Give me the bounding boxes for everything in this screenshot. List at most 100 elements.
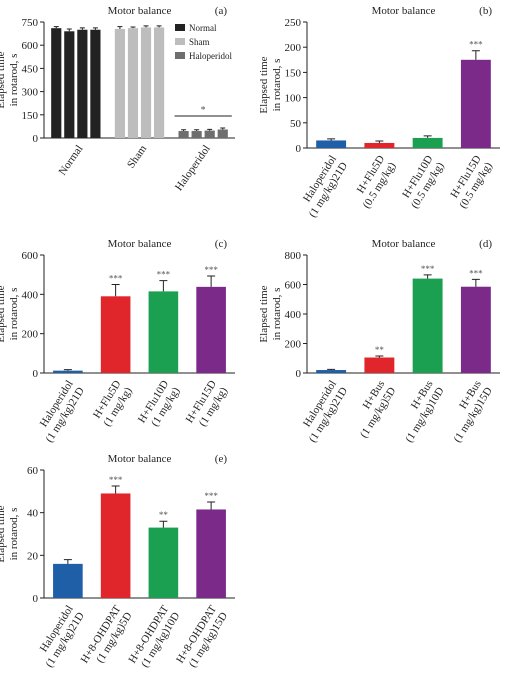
bar (460, 286, 491, 373)
x-tick-label: Sham (125, 143, 149, 171)
y-axis-label-line: in rotarod, s (271, 59, 283, 112)
y-tick-label: 600 (22, 40, 39, 52)
y-axis-label-line: in rotarod, s (8, 288, 20, 341)
y-axis-label-line: in rotarod, s (271, 288, 283, 341)
x-tick-label: H+Flu10D(0.5 mg/kg) (398, 153, 447, 211)
y-axis-label-line: Elapsed time (258, 56, 270, 113)
y-tick-label: 0 (33, 133, 39, 145)
significance-label: * (201, 105, 206, 116)
error-bar (181, 129, 187, 132)
y-axis-label-line: Elapsed time (0, 51, 7, 108)
bar (217, 129, 228, 138)
bar (148, 291, 179, 373)
significance-label: *** (469, 40, 483, 50)
x-tick-label: Haloperidol(1 mg/kg)21D (32, 378, 86, 444)
error-bar (143, 25, 149, 28)
bar (77, 29, 88, 138)
bar (53, 563, 83, 598)
chart-title: Motor balance (372, 238, 436, 250)
y-tick-label: 0 (296, 143, 302, 155)
bar (51, 28, 62, 138)
y-axis-label: Elapsed timein rotarod, s (0, 285, 20, 342)
bar (140, 27, 152, 139)
error-bar (423, 274, 432, 279)
significance-label: *** (109, 475, 123, 485)
chart-title: Motor balance (372, 5, 436, 17)
bar (412, 278, 443, 373)
significance-label: ** (159, 510, 169, 520)
legend-label: Haloperidol (189, 51, 232, 61)
error-bar (207, 501, 216, 510)
significance-label: *** (109, 274, 123, 284)
y-tick-label: 0 (33, 368, 39, 380)
bar (196, 509, 226, 598)
error-bar (53, 26, 59, 29)
y-tick-label: 50 (290, 118, 302, 130)
bar (64, 31, 75, 139)
bar (196, 286, 226, 373)
error-bar (66, 28, 72, 32)
y-tick-label: 150 (285, 67, 302, 79)
chart-title: Motor balance (108, 453, 172, 465)
y-tick-label: 0 (296, 368, 302, 380)
bar (364, 142, 395, 148)
x-tick-label: H+Flu15D(1 mg/kg) (184, 378, 231, 432)
error-bar (194, 129, 200, 132)
y-tick-label: 250 (285, 17, 302, 29)
error-bar (111, 284, 120, 297)
bar (364, 357, 395, 373)
error-bar (130, 26, 136, 29)
error-bar (92, 27, 98, 30)
error-bar (79, 27, 85, 30)
legend-swatch (175, 24, 185, 31)
chart-title: Motor balance (108, 5, 172, 17)
y-tick-label: 200 (285, 42, 302, 54)
x-tick-label: Haloperidol(1 mg/kg)21D (296, 378, 350, 444)
panel-label: (a) (215, 5, 228, 17)
y-axis-label: Elapsed timein rotarod, s (0, 505, 20, 562)
significance-label: *** (204, 265, 218, 275)
x-tick-label: H+Flu5D(0.5 mg/kg) (350, 153, 399, 211)
y-tick-label: 150 (22, 110, 39, 122)
y-axis-label-line: Elapsed time (258, 285, 270, 342)
chart-title: Motor balance (108, 238, 172, 250)
y-tick-label: 100 (285, 93, 302, 105)
bar (178, 131, 189, 138)
bar (148, 527, 179, 598)
legend-label: Normal (189, 23, 217, 33)
error-bar (156, 25, 162, 28)
x-tick-label: H+Bus(1 mg/kg)5D (347, 378, 399, 440)
legend-swatch (175, 52, 185, 59)
x-tick-label: H+Bus(1 mg/kg)10D (392, 378, 446, 444)
significance-label: *** (469, 268, 483, 278)
x-tick-label: H+8-OHDPAT(1 mg/kg)5D (79, 603, 135, 672)
bar (53, 370, 83, 373)
error-bar (375, 355, 384, 358)
x-tick-label: H+Flu5D(1 mg/kg) (90, 378, 135, 429)
y-tick-label: 0 (33, 593, 39, 605)
y-tick-label: 450 (22, 63, 39, 75)
legend-swatch (175, 38, 185, 45)
error-bar (423, 135, 432, 138)
y-tick-label: 200 (285, 339, 302, 351)
error-bar (63, 559, 72, 564)
y-axis-label: Elapsed timein rotarod, s (258, 285, 283, 342)
x-tick-label: H+Flu15D(0.5 mg/kg) (446, 153, 495, 211)
y-tick-label: 20 (27, 550, 39, 562)
panel: Motor balance (a) Elapsed timein rotarod, … (0, 5, 235, 193)
x-tick-label: H+8-OHDPAT(1 mg/kg)10D (126, 603, 182, 672)
x-tick-label: Normal (56, 143, 85, 177)
y-tick-label: 300 (22, 87, 39, 99)
y-tick-label: 60 (27, 465, 39, 477)
x-tick-label: H+Flu10D(1 mg/kg) (136, 378, 183, 432)
y-tick-label: 800 (285, 250, 302, 262)
error-bar (375, 140, 384, 143)
error-bar (471, 278, 480, 287)
y-axis-label-line: in rotarod, s (8, 508, 20, 561)
panel-label: (b) (479, 5, 492, 17)
bar (127, 28, 139, 138)
bar (114, 28, 126, 138)
significance-label: ** (375, 345, 385, 355)
x-tick-label: H+Bus(1 mg/kg)15D (440, 378, 494, 444)
